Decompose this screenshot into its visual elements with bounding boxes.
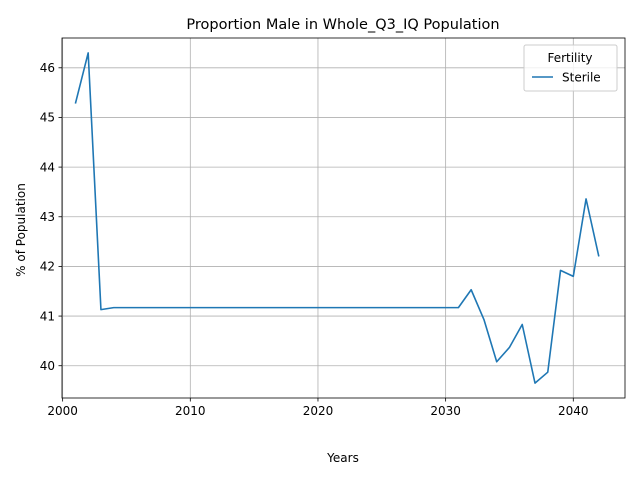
y-tick-label: 41 — [40, 309, 55, 323]
legend: Fertility Sterile — [523, 44, 618, 92]
plot-frame — [61, 37, 626, 399]
legend-box — [523, 44, 618, 92]
y-tick-label: 43 — [40, 210, 55, 224]
x-axis: 2000 2010 2020 2030 2040 — [47, 398, 589, 418]
legend-title: Fertility — [547, 51, 592, 65]
chart-title: Proportion Male in Whole_Q3_IQ Populatio… — [186, 17, 499, 33]
series-line-sterile — [74, 52, 600, 384]
grid-lines — [62, 38, 625, 398]
y-axis-label: % of Population — [14, 183, 28, 277]
y-tick-label: 44 — [40, 160, 55, 174]
series-layer — [74, 52, 600, 384]
y-tick-label: 40 — [40, 359, 55, 373]
y-axis: 40 41 42 43 44 45 46 — [40, 61, 62, 373]
y-tick-label: 42 — [40, 260, 55, 274]
x-tick-label: 2030 — [430, 404, 461, 418]
x-tick-label: 2040 — [558, 404, 589, 418]
x-axis-label: Years — [326, 451, 359, 465]
x-tick-label: 2020 — [303, 404, 334, 418]
x-tick-label: 2000 — [47, 404, 78, 418]
x-tick-label: 2010 — [175, 404, 206, 418]
y-tick-label: 46 — [40, 61, 55, 75]
y-tick-label: 45 — [40, 111, 55, 125]
legend-entry-sterile: Sterile — [562, 71, 601, 85]
